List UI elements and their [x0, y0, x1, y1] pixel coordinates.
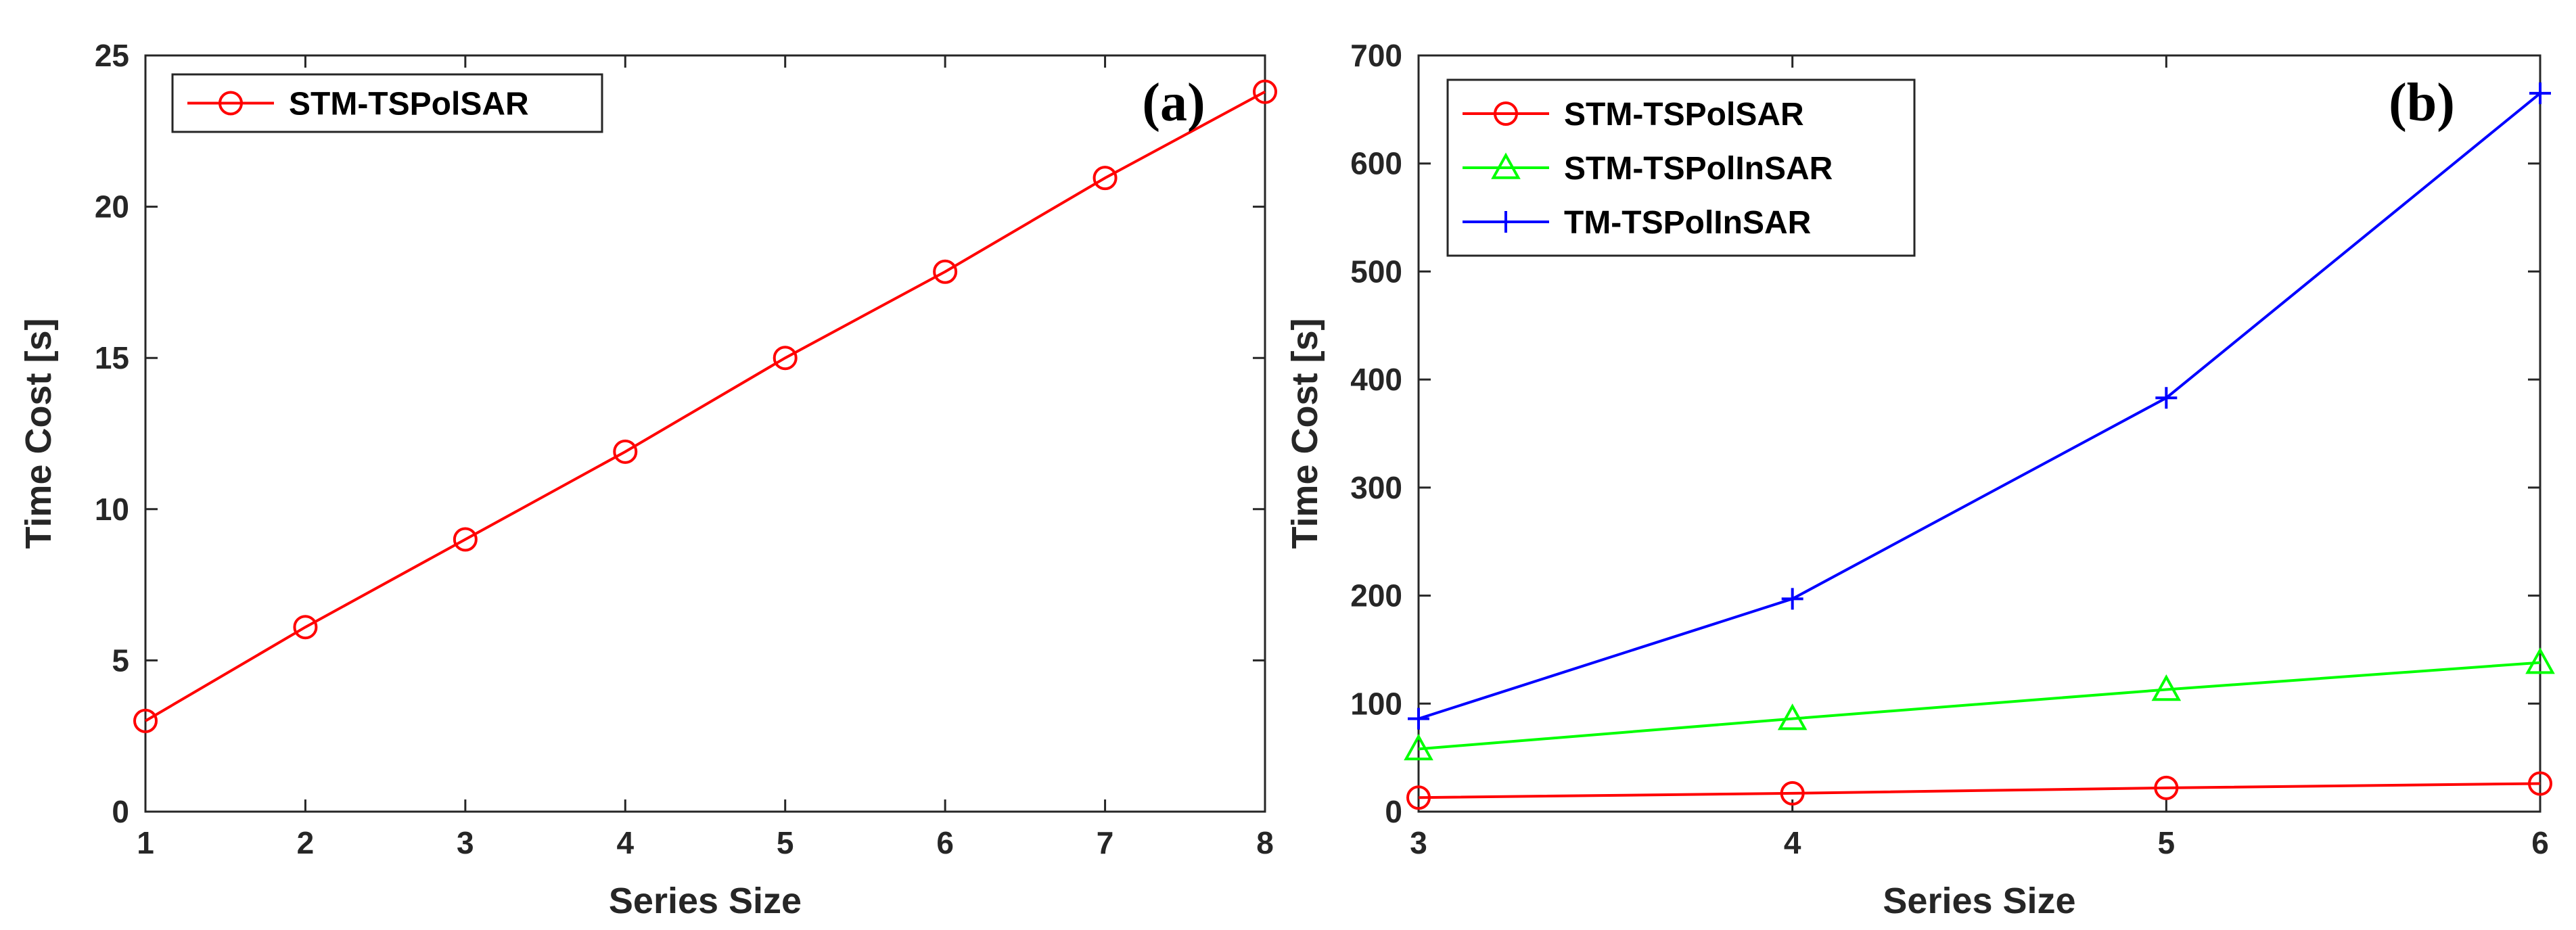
data-point-circle-marker — [1780, 781, 1805, 806]
x-tick-label: 6 — [2531, 825, 2549, 860]
y-tick-label: 0 — [112, 794, 129, 829]
x-tick-label: 3 — [457, 825, 474, 860]
y-tick-label: 200 — [1350, 578, 1402, 613]
legend-label: STM-TSPolSAR — [289, 87, 529, 122]
x-axis-title: Series Size — [1883, 881, 2075, 921]
data-point-circle-marker — [453, 527, 478, 552]
y-tick-label: 300 — [1350, 470, 1402, 505]
x-tick-label: 3 — [1410, 825, 1427, 860]
y-axis-title: Time Cost [s] — [18, 318, 59, 549]
data-point-triangle-marker — [2525, 647, 2555, 674]
y-tick-label: 700 — [1350, 38, 1402, 73]
y-tick-label: 500 — [1350, 254, 1402, 289]
data-point-circle-marker — [293, 615, 318, 640]
data-point-triangle-marker — [1777, 703, 1808, 730]
data-point-triangle-marker — [1404, 733, 1433, 761]
chart-panel-b: 3 4 5 6 0 100 200 300 400 500 600 700 Series Size Tim… — [1285, 38, 2555, 921]
x-tick-label: 2 — [297, 825, 315, 860]
y-axis-title: Time Cost [s] — [1285, 318, 1325, 549]
data-point-plus-marker — [2155, 387, 2178, 409]
x-tick-label: 4 — [616, 825, 634, 860]
x-tick-label: 4 — [1784, 825, 1801, 860]
x-axis-title: Series Size — [609, 881, 802, 921]
data-point-circle-marker — [1406, 785, 1431, 810]
axes-frame — [144, 54, 1266, 813]
data-point-triangle-marker — [2151, 674, 2182, 701]
data-point-circle-marker — [613, 439, 638, 464]
data-point-circle-marker — [1253, 79, 1277, 104]
data-point-circle-marker — [2154, 775, 2179, 800]
y-tick-label: 20 — [95, 189, 129, 225]
panel-label: (a) — [1142, 73, 1205, 133]
chart-panel-a: 1 2 3 4 5 6 7 8 0 5 10 15 20 25 Series Size Time Cost [… — [18, 38, 1277, 921]
legend-circle-marker — [1494, 101, 1518, 126]
y-tick-label: 5 — [112, 643, 129, 678]
x-tick-label: 8 — [1256, 825, 1274, 860]
y-tick-label: 0 — [1385, 794, 1402, 829]
legend-label: STM-TSPolSAR — [1564, 97, 1804, 133]
y-tick-label: 15 — [95, 340, 129, 375]
data-point-circle-marker — [933, 259, 958, 284]
legend-label: TM-TSPolInSAR — [1564, 205, 1811, 241]
data-point-circle-marker — [1092, 166, 1118, 191]
legend-box — [1446, 78, 1916, 257]
y-tick-label: 100 — [1350, 686, 1402, 721]
x-tick-label: 5 — [2158, 825, 2176, 860]
legend-label: STM-TSPolInSAR — [1564, 151, 1833, 187]
data-point-plus-marker — [1408, 707, 1429, 730]
data-point-circle-marker — [2528, 771, 2552, 796]
panel-label: (b) — [2389, 73, 2455, 133]
data-point-plus-marker — [2529, 82, 2551, 104]
data-point-plus-marker — [1781, 588, 1803, 610]
y-tick-label: 25 — [95, 38, 129, 73]
y-tick-label: 400 — [1350, 362, 1402, 397]
legend-plus-marker — [1495, 211, 1517, 233]
x-tick-label: 6 — [936, 825, 954, 860]
data-point-circle-marker — [133, 708, 158, 733]
series-line-stm-tspolsar — [144, 90, 1266, 722]
series-line-tm-tspolinsar — [1418, 92, 2542, 720]
series-line-stm-tspolinsar — [1418, 661, 2541, 751]
legend-circle-marker — [218, 91, 243, 116]
x-tick-label: 5 — [777, 825, 794, 860]
y-tick-label: 600 — [1350, 146, 1402, 181]
data-point-circle-marker — [773, 346, 798, 371]
x-tick-label: 1 — [137, 825, 154, 860]
x-tick-label: 7 — [1097, 825, 1114, 860]
series-line-stm-tspolsar — [1418, 782, 2541, 799]
y-tick-label: 10 — [95, 492, 129, 527]
legend-triangle-marker — [1491, 152, 1521, 179]
